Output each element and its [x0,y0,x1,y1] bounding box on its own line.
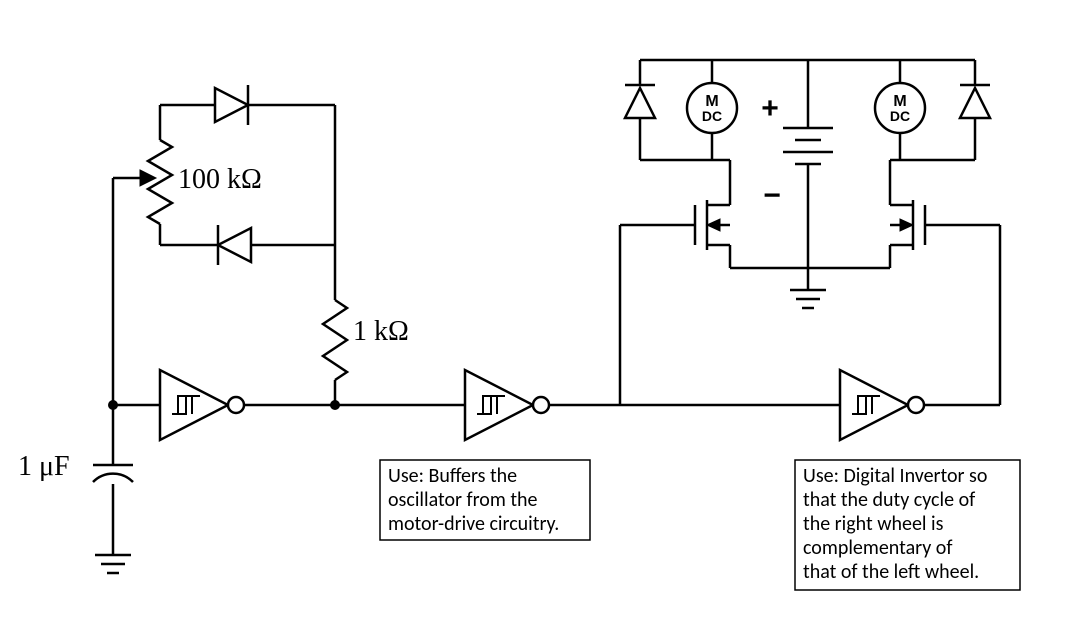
resistor-r1 [323,290,347,405]
note-buffer-l2: oscillator from the [388,488,538,512]
note-buffer-l1: Use: Buffers the [388,464,517,488]
circuit-schematic: 1 μF 100 kΩ 1 kΩ [0,0,1078,642]
note-buffer-l3: motor-drive circuitry. [388,512,559,536]
capacitor-label: 1 μF [18,451,70,482]
battery-plus: + [761,92,779,125]
schmitt-inverter-u1 [160,370,244,440]
note-inv-l3: the right wheel is [803,512,944,536]
potentiometer [113,130,172,234]
motor2-bot: DC [890,108,910,124]
diode-d4 [960,85,990,160]
note-inverter: Use: Digital Invertor so that the duty c… [795,460,1020,590]
motor1-bot: DC [702,108,722,124]
pot-label: 100 kΩ [178,164,262,195]
mosfet-q2 [890,160,925,268]
motor-m2: M DC [875,83,925,160]
mosfet-q1 [695,160,730,268]
diode-d1 [215,85,248,125]
note-buffer: Use: Buffers the oscillator from the mot… [380,460,590,540]
note-inv-l5: that of the left wheel. [803,560,979,584]
capacitor-c1 [93,405,133,573]
diode-d3 [625,85,655,160]
motor-m1: M DC [687,83,737,160]
battery-minus: − [763,179,781,212]
note-inv-l1: Use: Digital Invertor so [803,464,987,488]
battery [783,128,833,268]
schmitt-inverter-u3 [840,370,924,440]
note-inv-l4: complementary of [803,536,952,560]
ground-motor [790,268,826,308]
note-inv-l2: that the duty cycle of [803,488,975,512]
diode-d2 [218,225,251,265]
resistor-label: 1 kΩ [353,316,409,347]
schmitt-inverter-u2 [465,370,549,440]
